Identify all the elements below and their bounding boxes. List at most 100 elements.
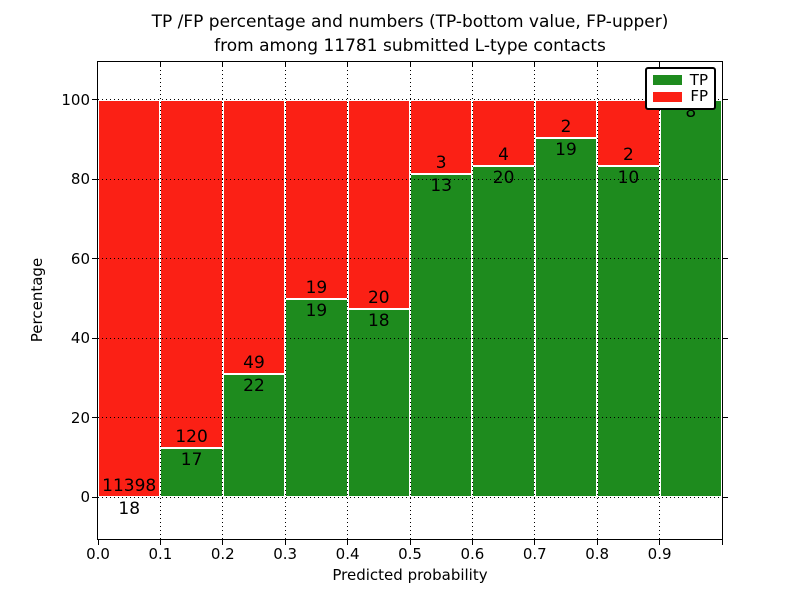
tp-bar-segment (472, 166, 535, 498)
x-tick (222, 539, 224, 545)
y-tick (92, 417, 98, 419)
x-gridline (596, 62, 598, 539)
fp-bar-segment (98, 99, 161, 497)
fp-bar-segment (472, 99, 535, 167)
legend-item-fp: FP (653, 89, 708, 104)
x-gridline (471, 62, 473, 539)
x-tick-top (596, 63, 598, 67)
fp-count-label: 4 (498, 145, 509, 166)
chart-title-line2: from among 11781 submitted L-type contac… (214, 36, 606, 56)
tp-count-label: 18 (367, 311, 390, 331)
tp-count-label: 22 (243, 376, 265, 397)
chart-title-line1: TP /FP percentage and numbers (TP-bottom… (151, 12, 669, 32)
x-tick-label: 0.8 (585, 545, 610, 563)
tp-count-label: 20 (492, 168, 515, 189)
y-tick (92, 178, 98, 180)
x-tick-label: 0.0 (86, 545, 110, 563)
tp-count-label: 10 (617, 168, 640, 189)
y-gridline (98, 496, 722, 498)
fp-count-label: 2 (622, 145, 634, 166)
fp-bar-segment (222, 99, 286, 375)
x-gridline (347, 62, 349, 539)
fp-count-label: 20 (367, 288, 390, 308)
x-tick-top (284, 63, 286, 67)
y-tick-right (722, 99, 728, 101)
x-gridline (222, 62, 224, 539)
chart-title: TP /FP percentage and numbers (TP-bottom… (98, 10, 722, 58)
x-gridline (659, 62, 661, 539)
fp-legend-label: FP (690, 87, 708, 106)
y-tick-label: 60 (70, 249, 90, 268)
tp-bar-segment (597, 166, 660, 498)
x-tick (284, 539, 286, 545)
fp-legend-swatch (653, 91, 683, 102)
x-tick (596, 539, 598, 545)
x-tick-label: 0.3 (273, 545, 298, 563)
x-tick-top (409, 63, 411, 67)
x-tick (159, 539, 161, 545)
tp-count-label: 19 (305, 300, 328, 321)
x-tick (471, 539, 473, 545)
y-tick (92, 99, 98, 101)
x-gridline (284, 62, 286, 539)
x-tick-top (534, 63, 536, 67)
x-gridline (159, 62, 161, 539)
x-tick-top (222, 63, 224, 67)
tp-count-label: 18 (118, 498, 141, 519)
fp-count-label: 19 (305, 277, 328, 298)
x-tick (534, 539, 536, 545)
tp-bar-segment (659, 99, 722, 498)
x-tick-label: 0.1 (148, 545, 173, 563)
x-tick (409, 539, 411, 545)
y-tick-right (722, 258, 728, 260)
x-tick-label: 0.5 (398, 545, 422, 563)
tp-count-label: 13 (430, 176, 453, 197)
y-tick (92, 337, 98, 339)
fp-count-label: 3 (435, 153, 447, 174)
x-tick-top (471, 63, 473, 67)
x-tick-label: 0.2 (210, 545, 235, 563)
y-tick-right (722, 417, 728, 419)
fp-count-label: 2 (560, 116, 572, 137)
y-gridline (98, 417, 722, 419)
legend-item-tp: TP (653, 72, 708, 88)
y-tick-label: 0 (80, 488, 90, 507)
x-tick (97, 539, 99, 545)
legend: TP FP (645, 67, 716, 110)
x-tick-label: 0.6 (460, 545, 485, 563)
fp-bar-segment (597, 99, 660, 167)
tp-bar-segment (410, 174, 473, 498)
y-tick (92, 496, 98, 498)
x-gridline (409, 62, 411, 539)
x-tick-label: 0.9 (647, 545, 672, 563)
tp-bar-segment (534, 137, 598, 498)
tp-bar-segment (285, 298, 348, 498)
tp-count-label: 8 (685, 101, 697, 122)
x-gridline (534, 62, 536, 539)
x-tick-top (159, 63, 161, 67)
y-axis-label: Percentage (28, 257, 46, 343)
tp-count-label: 17 (180, 449, 203, 470)
fp-count-label: 120 (175, 426, 208, 447)
fp-bar-segment (347, 99, 410, 309)
tp-count-label: 19 (555, 139, 577, 160)
x-tick (721, 539, 723, 545)
tp-legend-swatch (653, 75, 682, 86)
y-gridline (98, 337, 722, 339)
y-tick-label: 100 (61, 90, 90, 109)
y-tick-right (722, 178, 728, 180)
x-tick-top (347, 63, 349, 67)
fp-count-label: 49 (243, 353, 265, 374)
y-tick-label: 20 (70, 408, 90, 427)
fp-bar-segment (160, 99, 223, 448)
x-tick (659, 539, 661, 545)
y-gridline (98, 178, 722, 180)
x-tick-label: 0.7 (522, 545, 547, 563)
x-tick (347, 539, 349, 545)
y-tick (92, 258, 98, 260)
x-tick-label: 0.4 (335, 545, 360, 563)
fp-bar-segment (285, 99, 348, 299)
tp-bar-segment (347, 309, 410, 498)
x-tick-top (659, 63, 661, 67)
